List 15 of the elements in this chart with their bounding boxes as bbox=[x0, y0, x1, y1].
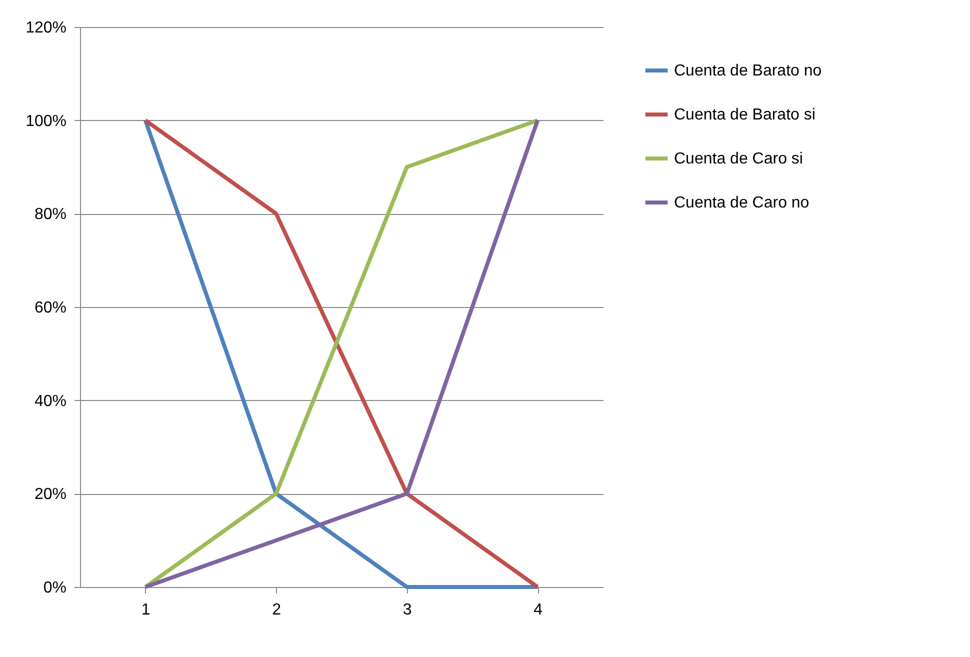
x-tick-label: 3 bbox=[402, 602, 412, 618]
legend-label: Cuenta de Barato si bbox=[674, 106, 816, 124]
y-tick-label: 20% bbox=[34, 486, 66, 504]
legend-label: Cuenta de Caro si bbox=[674, 150, 803, 168]
x-tick-label: 1 bbox=[141, 602, 150, 618]
y-tick-label: 40% bbox=[34, 392, 66, 410]
y-tick-label: 100% bbox=[26, 112, 66, 130]
legend-label: Cuenta de Caro no bbox=[674, 194, 810, 212]
y-tick-label: 0% bbox=[43, 580, 66, 596]
legend-label: Cuenta de Barato no bbox=[674, 62, 822, 80]
x-tick-label: 2 bbox=[272, 602, 282, 618]
y-tick-label: 120% bbox=[26, 20, 66, 36]
x-tick-label: 4 bbox=[534, 602, 543, 618]
y-tick-label: 80% bbox=[34, 206, 66, 224]
y-tick-label: 60% bbox=[34, 300, 66, 316]
